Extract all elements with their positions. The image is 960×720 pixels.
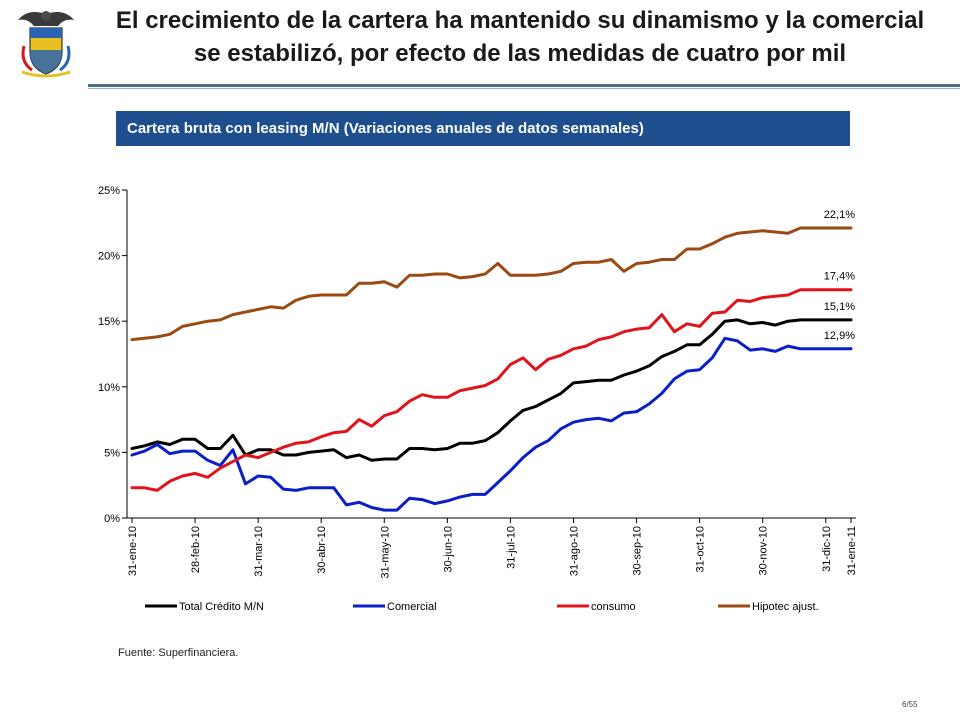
page-number: 6/55: [902, 700, 918, 709]
x-tick-label: 31-may-10: [379, 526, 391, 579]
x-tick-label: 31-mar-10: [253, 526, 265, 577]
legend-label: consumo: [591, 601, 636, 613]
x-tick-label: 31-oct-10: [695, 526, 707, 572]
end-value-label: 17,4%: [824, 271, 855, 283]
x-tick-label: 30-jun-10: [442, 526, 454, 572]
colombia-coat-of-arms: [18, 11, 74, 78]
legend-label: Comercial: [387, 601, 437, 613]
page-title: El crecimiento de la cartera ha mantenid…: [115, 7, 925, 67]
series-line-3: [130, 226, 853, 342]
y-tick-label: 15%: [98, 316, 120, 328]
x-tick-label: 31-ago-10: [568, 526, 580, 576]
chart-title-banner: Cartera bruta con leasing M/N (Variacion…: [116, 111, 850, 146]
legend-label: Total Crédito M/N: [179, 601, 264, 613]
end-value-label: 12,9%: [824, 330, 855, 342]
x-tick-label: 30-abr-10: [316, 526, 328, 574]
y-tick-label: 25%: [98, 185, 120, 197]
header-divider: [88, 84, 960, 87]
legend-label: Hipotec ajust.: [752, 601, 819, 613]
series-line-2: [130, 288, 853, 492]
series-line-1: [130, 336, 853, 512]
y-tick-label: 20%: [98, 251, 120, 263]
x-tick-label: 30-nov-10: [758, 526, 770, 576]
x-tick-label: 31-ene-11: [846, 526, 858, 575]
source-note: Fuente: Superfinanciera.: [118, 647, 239, 659]
x-tick-label: 31-ene-10: [127, 526, 139, 576]
x-tick-label: 31-jul-10: [505, 526, 517, 569]
end-value-label: 15,1%: [824, 301, 855, 313]
y-tick-label: 10%: [98, 382, 120, 394]
header-divider-thin: [88, 88, 960, 89]
x-tick-label: 30-sep-10: [632, 526, 644, 576]
series-line-0: [130, 318, 853, 462]
y-tick-label: 5%: [104, 447, 120, 459]
x-tick-label: 28-feb-10: [190, 526, 202, 573]
y-tick-label: 0%: [104, 513, 120, 525]
end-value-label: 22,1%: [824, 209, 855, 221]
x-tick-label: 31-dic-10: [821, 526, 833, 572]
